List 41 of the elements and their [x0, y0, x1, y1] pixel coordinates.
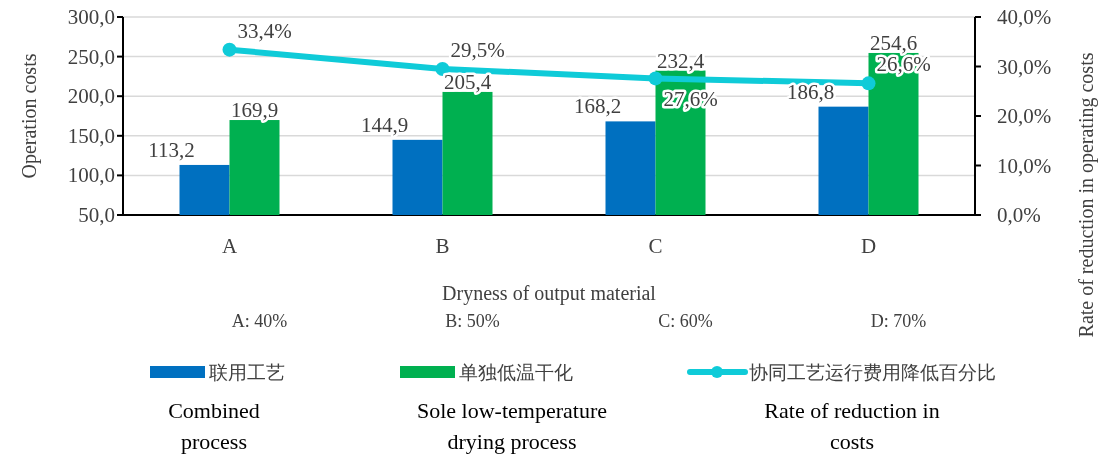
x-tick-label: A [221, 234, 238, 258]
data-label: 205,4 [443, 69, 492, 94]
data-label: 29,5% [450, 37, 505, 62]
text: A: 40% [231, 311, 288, 331]
legend-label: 联用工艺 [209, 362, 285, 383]
text: D: 70% [870, 311, 927, 331]
legend-label: 协同工艺运行费用降低百分比 [749, 362, 996, 383]
y-tick-label: 100,0 [67, 163, 115, 188]
data-label: 113,2 [148, 137, 195, 162]
y2-tick-label: 10,0% [997, 153, 1052, 178]
y-axis-title: Operation costs [18, 53, 41, 179]
data-label: 33,4% [237, 18, 292, 43]
x-tick-label: B [435, 234, 450, 258]
y-tick-label: 250,0 [67, 44, 115, 69]
y2-tick-label: 20,0% [997, 104, 1052, 128]
data-label: 186,8 [786, 79, 835, 104]
data-label: 168,2 [573, 94, 622, 119]
x-tick-label: D [860, 234, 877, 258]
y-tick-label: 150,0 [67, 123, 115, 148]
text: B: 50% [445, 311, 500, 331]
text: Sole low-temperature drying process [417, 398, 607, 454]
y2-tick-label: 30,0% [997, 54, 1052, 79]
legend-label: 单独低温干化 [459, 362, 573, 383]
text: Rate of reduction in costs [764, 398, 940, 454]
y-tick-label: 300,0 [67, 5, 115, 29]
point [648, 71, 663, 86]
x-axis-title: Dryness of output material [442, 282, 657, 305]
data-label: 144,9 [360, 112, 409, 137]
text: Combined process [168, 398, 260, 454]
point [222, 42, 237, 57]
point [861, 76, 876, 91]
y-tick-label: 200,0 [67, 84, 115, 109]
x-tick-label: C [648, 234, 663, 258]
y2-tick-label: 0,0% [997, 203, 1041, 227]
data-label: 169,9 [230, 98, 279, 123]
data-label: 254,6 [869, 30, 918, 55]
y2-axis-title: Rate of reduction in operating costs [1075, 52, 1098, 338]
data-label: 232,4 [656, 48, 705, 73]
y-tick-label: 50,0 [78, 203, 115, 227]
y2-tick-label: 40,0% [997, 5, 1052, 29]
text: C: 60% [658, 311, 713, 331]
